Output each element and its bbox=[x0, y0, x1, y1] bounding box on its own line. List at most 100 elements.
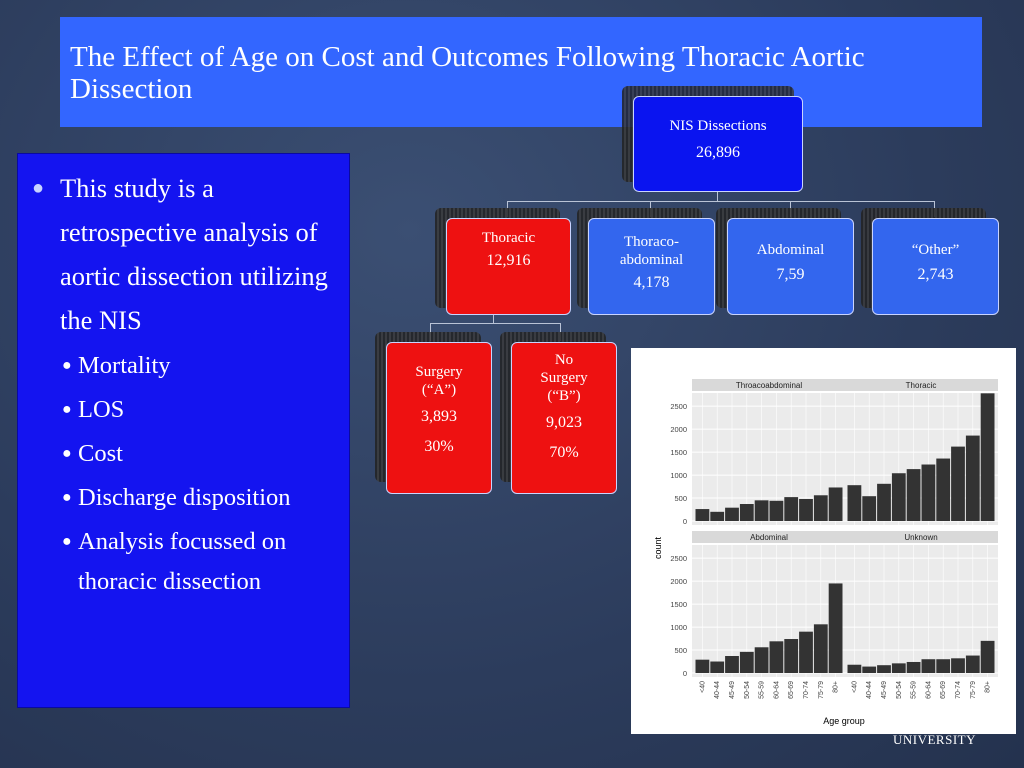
sub-bullet: ● LOS bbox=[62, 390, 341, 430]
bar bbox=[877, 665, 891, 673]
bar bbox=[951, 658, 965, 673]
x-tick-label: 75-79 bbox=[970, 681, 977, 699]
x-tick-label: 40-44 bbox=[714, 681, 721, 699]
bullet-dot-icon: ● bbox=[62, 357, 72, 374]
title-bar: The Effect of Age on Cost and Outcomes F… bbox=[60, 17, 982, 127]
node-value: 2,743 bbox=[917, 266, 954, 283]
bar bbox=[921, 464, 936, 521]
bar bbox=[828, 583, 843, 673]
node-value: 9,023 bbox=[546, 414, 582, 431]
slide-title: The Effect of Age on Cost and Outcomes F… bbox=[70, 41, 865, 105]
age-histogram-chart: Throacoabdominal 0 500 1000 1500 2000 2500 Thor… bbox=[631, 348, 1016, 734]
y-tick-label: 0 bbox=[683, 517, 687, 526]
tree-node-surgery: Surgery (“A”) 3,893 30% bbox=[386, 342, 492, 494]
x-tick-label: <40 bbox=[699, 681, 706, 693]
tree-connector bbox=[430, 323, 560, 324]
x-tick-label: 80+ bbox=[985, 681, 992, 693]
sub-bullet-text: Cost bbox=[78, 440, 123, 467]
node-value: 12,916 bbox=[486, 252, 531, 269]
bar bbox=[754, 500, 769, 521]
bullet-dot-icon: ● bbox=[62, 401, 72, 418]
bar bbox=[906, 469, 921, 521]
bar bbox=[847, 485, 862, 521]
bar bbox=[739, 504, 754, 521]
x-tick-label: 45-49 bbox=[881, 681, 888, 699]
tree-node-abdominal: Abdominal 7,59 bbox=[727, 218, 854, 315]
facet-strip bbox=[692, 379, 846, 391]
node-label: Thoracic bbox=[481, 230, 536, 246]
x-tick-label: 75-79 bbox=[818, 681, 825, 699]
tree-connector bbox=[507, 201, 934, 202]
sub-bullet-text: Discharge disposition bbox=[78, 484, 291, 511]
bar bbox=[784, 497, 799, 521]
bar bbox=[799, 631, 813, 673]
x-axis-label: Age group bbox=[823, 716, 865, 726]
bar bbox=[710, 511, 725, 521]
facet-label: Abdominal bbox=[750, 533, 788, 542]
bar bbox=[828, 487, 843, 521]
y-tick-label: 2500 bbox=[670, 554, 687, 563]
x-tick-label: 70-74 bbox=[803, 681, 810, 699]
sub-bullet: ● Cost bbox=[62, 434, 341, 474]
x-tick-label: 60-64 bbox=[773, 681, 780, 699]
facet-label: Throacoabdominal bbox=[736, 381, 802, 390]
bar bbox=[799, 498, 813, 521]
node-label: Abdominal bbox=[756, 242, 825, 258]
bar bbox=[710, 661, 725, 673]
x-tick-label: 40-44 bbox=[866, 681, 873, 699]
facet-label: Unknown bbox=[904, 533, 937, 542]
facet-strip bbox=[692, 531, 846, 543]
node-value: 3,893 bbox=[421, 408, 457, 425]
footer-university: UNIVERSITY bbox=[893, 732, 976, 747]
bar bbox=[951, 446, 965, 521]
node-value: 7,59 bbox=[776, 266, 805, 283]
bullet-dot-icon: ● bbox=[62, 445, 72, 462]
x-tick-label: 50-54 bbox=[744, 681, 751, 699]
y-tick-label: 1000 bbox=[670, 623, 687, 632]
sub-bullet: ● Analysis focussed on thoracic dissectio… bbox=[62, 522, 341, 602]
bar bbox=[784, 639, 799, 673]
x-tick-label: 60-64 bbox=[925, 681, 932, 699]
y-tick-label: 2000 bbox=[670, 577, 687, 586]
node-value: 26,896 bbox=[696, 144, 740, 161]
bullet-dot-icon: ● bbox=[32, 177, 45, 199]
x-tick-label: 65-69 bbox=[788, 681, 795, 699]
tree-connector bbox=[493, 314, 494, 324]
bullet-main-text: This study is a retrospective analysis o… bbox=[60, 173, 328, 335]
bar bbox=[725, 507, 739, 521]
sub-bullet-text: Analysis focussed on thoracic dissection bbox=[78, 528, 287, 595]
node-percent: 70% bbox=[549, 444, 579, 461]
node-label: Surgery (“A”) bbox=[415, 364, 463, 398]
x-tick-label: <40 bbox=[851, 681, 858, 693]
y-tick-label: 500 bbox=[674, 494, 687, 503]
node-label: “Other” bbox=[911, 242, 960, 258]
bar bbox=[936, 659, 951, 673]
bar bbox=[965, 435, 980, 521]
y-axis-label: count bbox=[653, 536, 663, 559]
x-tick-label: 55-59 bbox=[911, 681, 918, 699]
bar bbox=[695, 659, 710, 673]
bullet-dot-icon: ● bbox=[62, 489, 72, 506]
bar bbox=[739, 651, 754, 673]
bar bbox=[725, 656, 739, 673]
y-tick-label: 1000 bbox=[670, 471, 687, 480]
bar bbox=[754, 647, 769, 673]
bar bbox=[980, 640, 995, 673]
bullet-dot-icon: ● bbox=[62, 533, 72, 550]
sub-bullet-text: Mortality bbox=[78, 352, 171, 379]
bar bbox=[891, 473, 906, 521]
facet-strip bbox=[844, 531, 998, 543]
facet-label: Thoracic bbox=[906, 381, 937, 390]
node-label: Thoraco-abdominal bbox=[619, 234, 684, 268]
x-tick-label: 65-69 bbox=[940, 681, 947, 699]
tree-node-root: NIS Dissections 26,896 bbox=[633, 96, 803, 192]
y-tick-label: 500 bbox=[674, 646, 687, 655]
y-tick-label: 2500 bbox=[670, 402, 687, 411]
bar bbox=[906, 661, 921, 673]
node-percent: 30% bbox=[424, 438, 454, 455]
node-label: No Surgery (“B”) bbox=[540, 352, 588, 404]
x-tick-label: 70-74 bbox=[955, 681, 962, 699]
bar bbox=[921, 659, 936, 673]
y-tick-label: 2000 bbox=[670, 425, 687, 434]
bar bbox=[769, 500, 784, 521]
